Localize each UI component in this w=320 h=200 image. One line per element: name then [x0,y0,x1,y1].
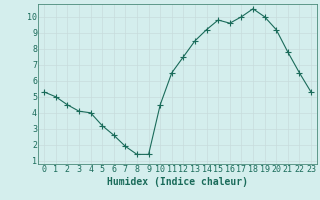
X-axis label: Humidex (Indice chaleur): Humidex (Indice chaleur) [107,177,248,187]
